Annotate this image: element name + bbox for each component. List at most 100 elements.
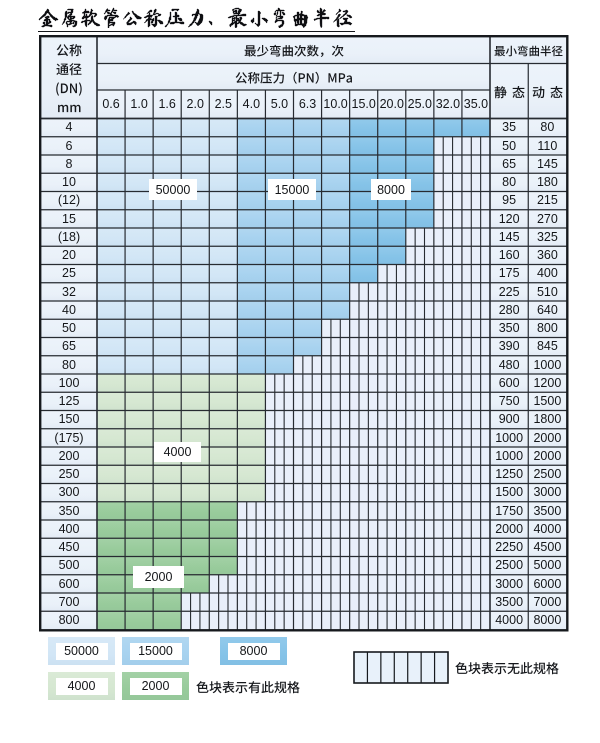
dynamic-value: 800 [536,321,558,336]
no-spec-cell [293,410,322,429]
row-dn-40: 40 [41,301,97,320]
spec-cell [377,136,406,155]
spec-cell [237,337,266,356]
spec-cell [293,118,322,137]
dn-value: 800 [58,613,80,628]
cycles-value: 4000 [163,445,192,459]
cycles-label-2000: 2000 [133,566,184,588]
row-dn-50: 50 [41,319,97,338]
spec-cell [209,465,238,484]
spec-cell [265,301,294,320]
row-static-(175): 1000 [490,428,529,447]
static-value: 1750 [495,503,524,518]
spec-cell [377,228,406,247]
spec-cell [97,282,126,301]
row-static-500: 2500 [490,556,529,575]
header-pn-4.0: 4.0 [237,90,266,119]
row-dynamic-125: 1500 [528,392,567,411]
row-static-50: 350 [490,319,529,338]
dynamic-value: 5000 [533,558,562,573]
spec-cell [125,483,154,502]
no-spec-cell [405,574,434,593]
header-pn-0.6: 0.6 [97,90,126,119]
no-spec-cell [405,465,434,484]
no-spec-cell [237,501,266,520]
spec-cell [293,136,322,155]
spec-cell [97,301,126,320]
spec-cell [153,319,182,338]
dn-value: 50 [62,321,76,336]
no-spec-cell [237,574,266,593]
static-value: 390 [498,339,520,354]
legend-value: 4000 [55,677,108,695]
no-spec-cell [461,209,490,228]
no-spec-cell [265,520,294,539]
spec-cell [321,264,350,283]
no-spec-cell [433,374,462,393]
no-spec-cell [461,483,490,502]
no-spec-cell [209,574,238,593]
no-spec-cell [293,392,322,411]
pressure-header [235,68,353,86]
row-static-600: 3000 [490,574,529,593]
spec-cell [153,538,182,557]
dn-value: 700 [58,594,80,609]
row-dynamic-600: 6000 [528,574,567,593]
spec-cell [97,410,126,429]
row-dn-500: 500 [41,556,97,575]
row-static-65: 390 [490,337,529,356]
spec-cell [153,465,182,484]
spec-cell [97,246,126,265]
no-spec-cell [321,574,350,593]
static-value: 280 [498,302,520,317]
static-value: 3500 [495,594,524,609]
dn-value: 250 [58,467,80,482]
no-spec-cell [265,392,294,411]
spec-cell [349,246,378,265]
spec-cell [237,282,266,301]
spec-cell [321,228,350,247]
dn-value: 10 [62,175,76,190]
no-spec-cell [293,574,322,593]
legend-no-spec-swatch [353,651,449,684]
no-spec-cell [433,465,462,484]
spec-cell [97,355,126,374]
no-spec-cell [265,593,294,612]
static-value: 2000 [495,521,524,536]
spec-cell [181,264,210,283]
row-dynamic-4: 80 [528,118,567,137]
spec-cell [97,483,126,502]
spec-cell [125,282,154,301]
spec-cell [97,574,126,593]
spec-cell [293,155,322,174]
spec-cell [321,301,350,320]
row-static-450: 2250 [490,538,529,557]
no-spec-cell [293,465,322,484]
dynamic-value: 4000 [533,521,562,536]
no-spec-cell [265,538,294,557]
spec-cell [153,593,182,612]
row-static-(12): 95 [490,191,529,210]
row-dn-8: 8 [41,155,97,174]
row-dynamic-700: 7000 [528,593,567,612]
cycles-label-4000: 4000 [154,442,201,462]
spec-cell [461,118,490,137]
no-spec-cell [377,410,406,429]
spec-cell [97,191,126,210]
spec-cell [405,118,434,137]
spec-cell [433,118,462,137]
radius-header [494,42,563,59]
row-dynamic-150: 1800 [528,410,567,429]
row-dynamic-300: 3000 [528,483,567,502]
spec-cell [125,374,154,393]
spec-cell [153,264,182,283]
spec-cell [405,155,434,174]
no-spec-cell [405,447,434,466]
no-spec-cell [377,574,406,593]
spec-cell [321,209,350,228]
no-spec-cell [461,447,490,466]
cycles-label-8000: 8000 [371,179,411,200]
row-dn-15: 15 [41,209,97,228]
no-spec-cell [293,374,322,393]
